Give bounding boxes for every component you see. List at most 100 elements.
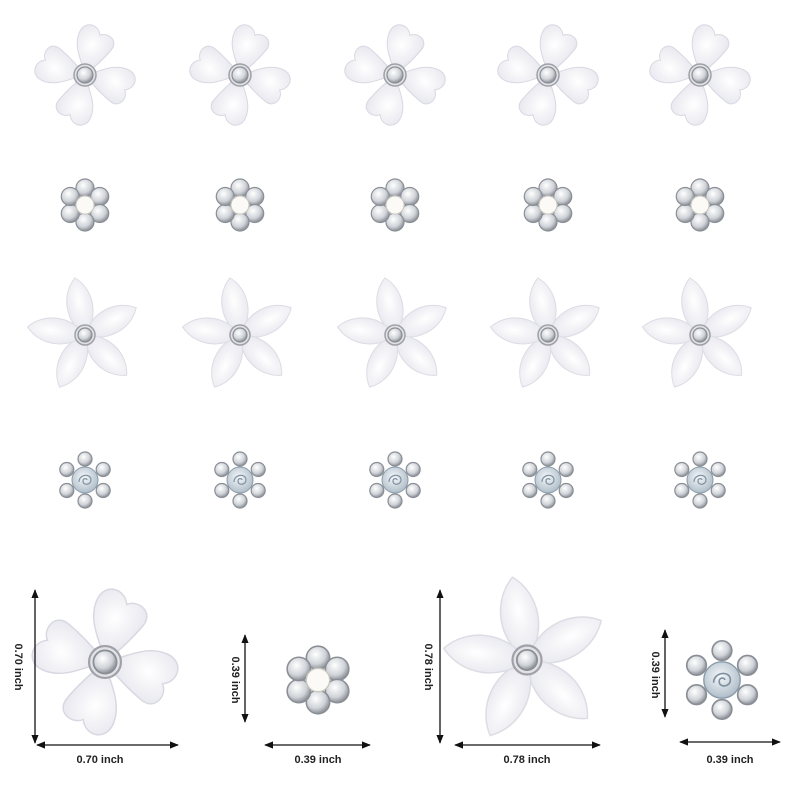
rhinestone [231, 66, 249, 84]
rhinestone [685, 684, 708, 706]
rhinestone [369, 482, 385, 499]
rose-swirl [541, 474, 555, 485]
rhinestone [232, 493, 248, 509]
rose [534, 466, 562, 494]
rhinestone [90, 203, 110, 224]
petal [691, 24, 730, 76]
petal [497, 45, 549, 84]
petal-shape [365, 74, 404, 126]
heart-petal-flower [31, 588, 179, 736]
rose-jewel-flower [522, 451, 574, 509]
petal-shape [76, 24, 115, 76]
petal-shape [189, 45, 241, 84]
petal-shape [210, 74, 249, 126]
petal [366, 334, 398, 388]
five-petal-flower [442, 576, 603, 737]
petal [93, 588, 148, 664]
rhinestone [710, 461, 726, 478]
rose-swirl [693, 474, 707, 485]
petal [671, 334, 703, 388]
rhinestone [691, 66, 709, 84]
five-petal-flower [336, 277, 447, 388]
petal [34, 45, 86, 84]
rhinestone [286, 656, 312, 682]
petal-shape [394, 66, 446, 105]
rhinestone [232, 327, 248, 343]
petal [84, 334, 128, 376]
rhinestone [215, 186, 235, 207]
rhinestone [405, 482, 421, 499]
rose-swirl [712, 672, 732, 687]
petal-shape [34, 45, 86, 84]
petal [499, 576, 540, 662]
petal [231, 24, 270, 76]
rhinestone [386, 66, 404, 84]
rhinestone [711, 698, 733, 721]
flowers [26, 24, 759, 737]
petal [442, 634, 529, 674]
rhinestone [692, 327, 708, 343]
rhinestone [553, 203, 573, 224]
dimension-1: 0.70 inch 0.70 inch [12, 589, 179, 766]
rhinestone [515, 648, 539, 672]
petal [641, 317, 701, 345]
pearl [690, 195, 710, 215]
petal-shape [518, 74, 557, 126]
petal-shape [344, 45, 396, 84]
pearl [230, 195, 250, 215]
rhinestone [522, 482, 538, 499]
petal [211, 334, 243, 388]
rhinestone [77, 327, 93, 343]
rose [381, 466, 409, 494]
rose-swirl [78, 474, 92, 485]
heart-petal-flower [344, 24, 446, 126]
petal [649, 45, 701, 84]
petal [699, 334, 743, 376]
dimension-2: 0.39 inch 0.39 inch [229, 634, 371, 766]
rhinestone [540, 493, 556, 509]
width-label: 0.78 inch [503, 754, 550, 766]
rhinestone [95, 482, 111, 499]
pearl [538, 195, 558, 215]
petal [239, 66, 291, 105]
petal [699, 66, 751, 105]
rhinestone [77, 493, 93, 509]
jewel-flower [215, 178, 265, 232]
petal [62, 660, 117, 736]
rhinestone [387, 493, 403, 509]
petal [670, 74, 709, 126]
rhinestone [675, 186, 695, 207]
petal [336, 317, 396, 345]
jewel-flower [675, 178, 725, 232]
rose-jewel-flower [674, 451, 726, 509]
rhinestone [674, 482, 690, 499]
petal [394, 66, 446, 105]
petal [394, 304, 447, 338]
rhinestone [710, 482, 726, 499]
dimension-3: 0.78 inch 0.78 inch [422, 589, 601, 766]
petal-shape [62, 660, 117, 736]
petal-shape [699, 66, 751, 105]
five-petal-flower [26, 277, 137, 388]
rose-jewel-flower [59, 451, 111, 509]
heart-petal-flower [34, 24, 136, 126]
petal [344, 45, 396, 84]
rhinestone [92, 649, 118, 675]
rhinestone [324, 678, 350, 704]
heart-petal-flower [189, 24, 291, 126]
width-label: 0.70 inch [76, 754, 123, 766]
petal [547, 304, 600, 338]
rhinestone [59, 482, 75, 499]
rhinestone [250, 461, 266, 478]
petal [221, 277, 249, 336]
height-label: 0.78 inch [422, 643, 434, 690]
rose-jewel-flower [369, 451, 421, 509]
rhinestone [540, 451, 556, 467]
rhinestone [400, 203, 420, 224]
jewel-flower [523, 178, 573, 232]
petal [529, 277, 557, 336]
petal [518, 74, 557, 126]
petal [526, 659, 589, 720]
petal [66, 277, 94, 336]
